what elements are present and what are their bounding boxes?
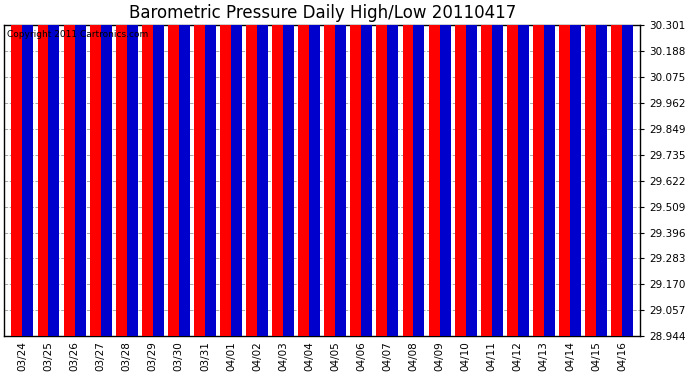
Bar xyxy=(127,0,137,336)
Bar xyxy=(231,0,242,336)
Bar xyxy=(413,0,424,336)
Bar xyxy=(37,0,48,336)
Bar xyxy=(377,0,387,336)
Bar xyxy=(257,0,268,336)
Bar xyxy=(101,0,112,336)
Bar xyxy=(622,0,633,336)
Bar xyxy=(492,0,502,336)
Bar xyxy=(387,0,398,336)
Bar xyxy=(12,0,22,336)
Bar xyxy=(90,0,101,336)
Bar xyxy=(179,0,190,336)
Bar xyxy=(246,0,257,336)
Bar xyxy=(220,0,231,336)
Text: Copyright 2011 Cartronics.com: Copyright 2011 Cartronics.com xyxy=(8,30,148,39)
Bar xyxy=(351,0,362,336)
Bar xyxy=(324,0,335,336)
Bar xyxy=(48,0,59,336)
Bar xyxy=(455,0,466,336)
Bar xyxy=(168,0,179,336)
Bar xyxy=(205,0,216,336)
Bar xyxy=(298,0,309,336)
Bar xyxy=(335,0,346,336)
Title: Barometric Pressure Daily High/Low 20110417: Barometric Pressure Daily High/Low 20110… xyxy=(128,4,516,22)
Bar xyxy=(194,0,205,336)
Bar xyxy=(272,0,283,336)
Bar xyxy=(428,0,440,336)
Bar xyxy=(518,0,529,336)
Bar xyxy=(585,0,596,336)
Bar xyxy=(596,0,607,336)
Bar xyxy=(142,0,152,336)
Bar xyxy=(22,0,33,336)
Bar xyxy=(309,0,320,336)
Bar xyxy=(570,0,581,336)
Bar xyxy=(63,0,75,336)
Bar xyxy=(362,0,373,336)
Bar xyxy=(116,0,127,336)
Bar xyxy=(481,0,492,336)
Bar xyxy=(152,0,164,336)
Bar xyxy=(533,0,544,336)
Bar xyxy=(507,0,518,336)
Bar xyxy=(466,0,477,336)
Bar xyxy=(611,0,622,336)
Bar xyxy=(544,0,555,336)
Bar xyxy=(440,0,451,336)
Bar xyxy=(283,0,294,336)
Bar xyxy=(559,0,570,336)
Bar xyxy=(75,0,86,336)
Bar xyxy=(402,0,413,336)
